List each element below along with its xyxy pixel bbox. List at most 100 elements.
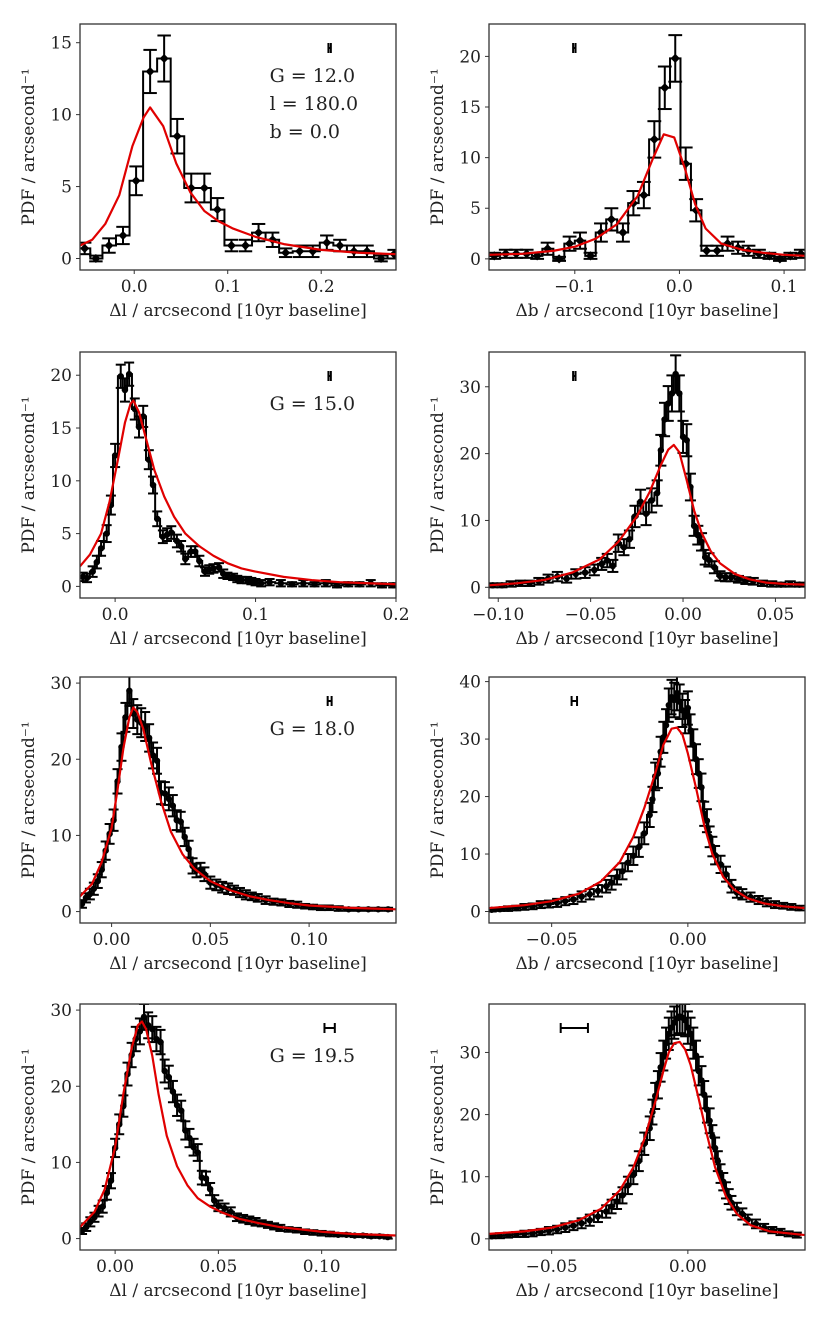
data-point	[602, 883, 610, 890]
y-axis-label: PDF / arcsecond⁻¹	[19, 396, 39, 553]
data-point	[670, 53, 680, 64]
x-tick-label: 0.00	[669, 930, 707, 950]
y-tick-label: 15	[459, 98, 481, 118]
data-point	[196, 557, 203, 565]
data-point	[268, 235, 278, 245]
model-line	[489, 443, 805, 587]
data-point	[598, 560, 605, 568]
data-point	[668, 1024, 675, 1031]
y-tick-label: 20	[459, 1106, 481, 1126]
data-point	[660, 1052, 667, 1059]
x-tick-label: 0.0	[666, 277, 693, 297]
axes-frame	[488, 23, 806, 271]
y-tick-label: 10	[50, 1153, 72, 1173]
data-point	[657, 1064, 664, 1071]
model-line	[489, 726, 805, 910]
y-tick-label: 0	[61, 577, 72, 597]
y-axis-label: PDF / arcsecond⁻¹	[19, 68, 39, 225]
x-axis-label: Δb / arcsecond [10yr baseline]	[516, 1281, 779, 1301]
data-point	[564, 239, 575, 249]
x-axis-label: Δl / arcsecond [10yr baseline]	[109, 629, 367, 649]
data-point	[103, 1189, 111, 1197]
y-tick-label: 10	[50, 472, 72, 492]
data-point	[93, 558, 101, 566]
y-tick-label: 5	[61, 525, 72, 545]
x-tick-label: 0.10	[303, 1257, 341, 1277]
histogram-step-line	[489, 373, 805, 587]
x-tick-label: −0.05	[526, 1257, 578, 1277]
data-point	[716, 572, 724, 580]
axes-frame	[79, 23, 397, 271]
y-tick-label: 20	[459, 445, 481, 465]
panel-g12-dl: 0.0 0.1 0.2 0 5 10 15 Δl / arcsecond [10yr base…	[19, 23, 397, 321]
y-tick-label: 30	[50, 674, 72, 694]
data-point	[157, 1038, 164, 1046]
y-tick-label: 10	[50, 106, 72, 126]
annotation-text: G = 12.0	[270, 65, 355, 87]
x-tick-label: 0.1	[771, 277, 798, 297]
data-point	[165, 1073, 173, 1081]
data-point	[581, 569, 589, 576]
data-point	[687, 1030, 694, 1038]
data-point	[80, 243, 90, 253]
data-point	[570, 896, 577, 903]
model-line	[80, 106, 396, 256]
data-point	[89, 568, 96, 575]
data-point	[159, 53, 169, 64]
data-point	[153, 757, 161, 764]
data-point	[619, 868, 626, 875]
x-tick-label: 0.0	[121, 277, 148, 297]
data-point	[199, 183, 209, 193]
axes-frame	[79, 1003, 397, 1251]
data-point	[596, 227, 606, 238]
x-tick-label: 0.05	[191, 930, 229, 950]
data-point	[311, 581, 318, 588]
data-point	[676, 390, 683, 397]
x-tick-label: 0.05	[757, 605, 795, 625]
y-axis-label: PDF / arcsecond⁻¹	[19, 721, 39, 878]
y-tick-label: 5	[61, 178, 72, 198]
data-point	[606, 214, 617, 225]
x-tick-label: −0.05	[565, 605, 617, 625]
axes-frame	[79, 351, 397, 599]
y-tick-label: 10	[459, 1168, 481, 1188]
data-point	[295, 246, 305, 256]
data-point	[210, 565, 217, 572]
data-point	[660, 734, 667, 741]
y-tick-label: 0	[470, 1230, 481, 1250]
data-point	[178, 1107, 185, 1114]
data-point	[121, 386, 129, 394]
data-point	[191, 548, 199, 555]
data-point	[335, 241, 345, 251]
y-axis-label: PDF / arcsecond⁻¹	[428, 721, 448, 878]
data-point	[254, 228, 264, 238]
y-tick-label: 0	[470, 578, 481, 598]
plot-area	[489, 34, 805, 264]
data-point	[703, 817, 711, 824]
data-point	[586, 1216, 593, 1224]
y-tick-label: 0	[61, 903, 72, 923]
scale-bar	[572, 43, 577, 53]
data-point	[131, 176, 141, 186]
data-point	[333, 582, 341, 589]
plot-area	[80, 1004, 396, 1241]
scale-bar	[327, 371, 332, 381]
data-point	[257, 580, 265, 587]
histogram-step-line	[489, 1015, 801, 1238]
y-axis-label: PDF / arcsecond⁻¹	[428, 396, 448, 553]
data-point	[322, 238, 332, 248]
x-tick-label: 0.00	[669, 1257, 707, 1277]
y-tick-label: 30	[50, 1001, 72, 1021]
data-point	[660, 83, 670, 93]
data-point	[649, 796, 656, 803]
panel-g15-db: −0.10 −0.05 0.00 0.05 0 10 20 30 Δb / arcsecond …	[428, 351, 806, 649]
model-line	[489, 1040, 805, 1237]
scale-bar	[572, 371, 577, 381]
x-tick-label: 0.2	[382, 605, 409, 625]
annotation-text: G = 19.5	[270, 1045, 355, 1067]
data-point	[648, 497, 655, 504]
data-point	[145, 66, 155, 77]
data-point	[107, 1177, 115, 1184]
y-tick-label: 0	[61, 1230, 72, 1250]
plot-area	[80, 677, 396, 913]
